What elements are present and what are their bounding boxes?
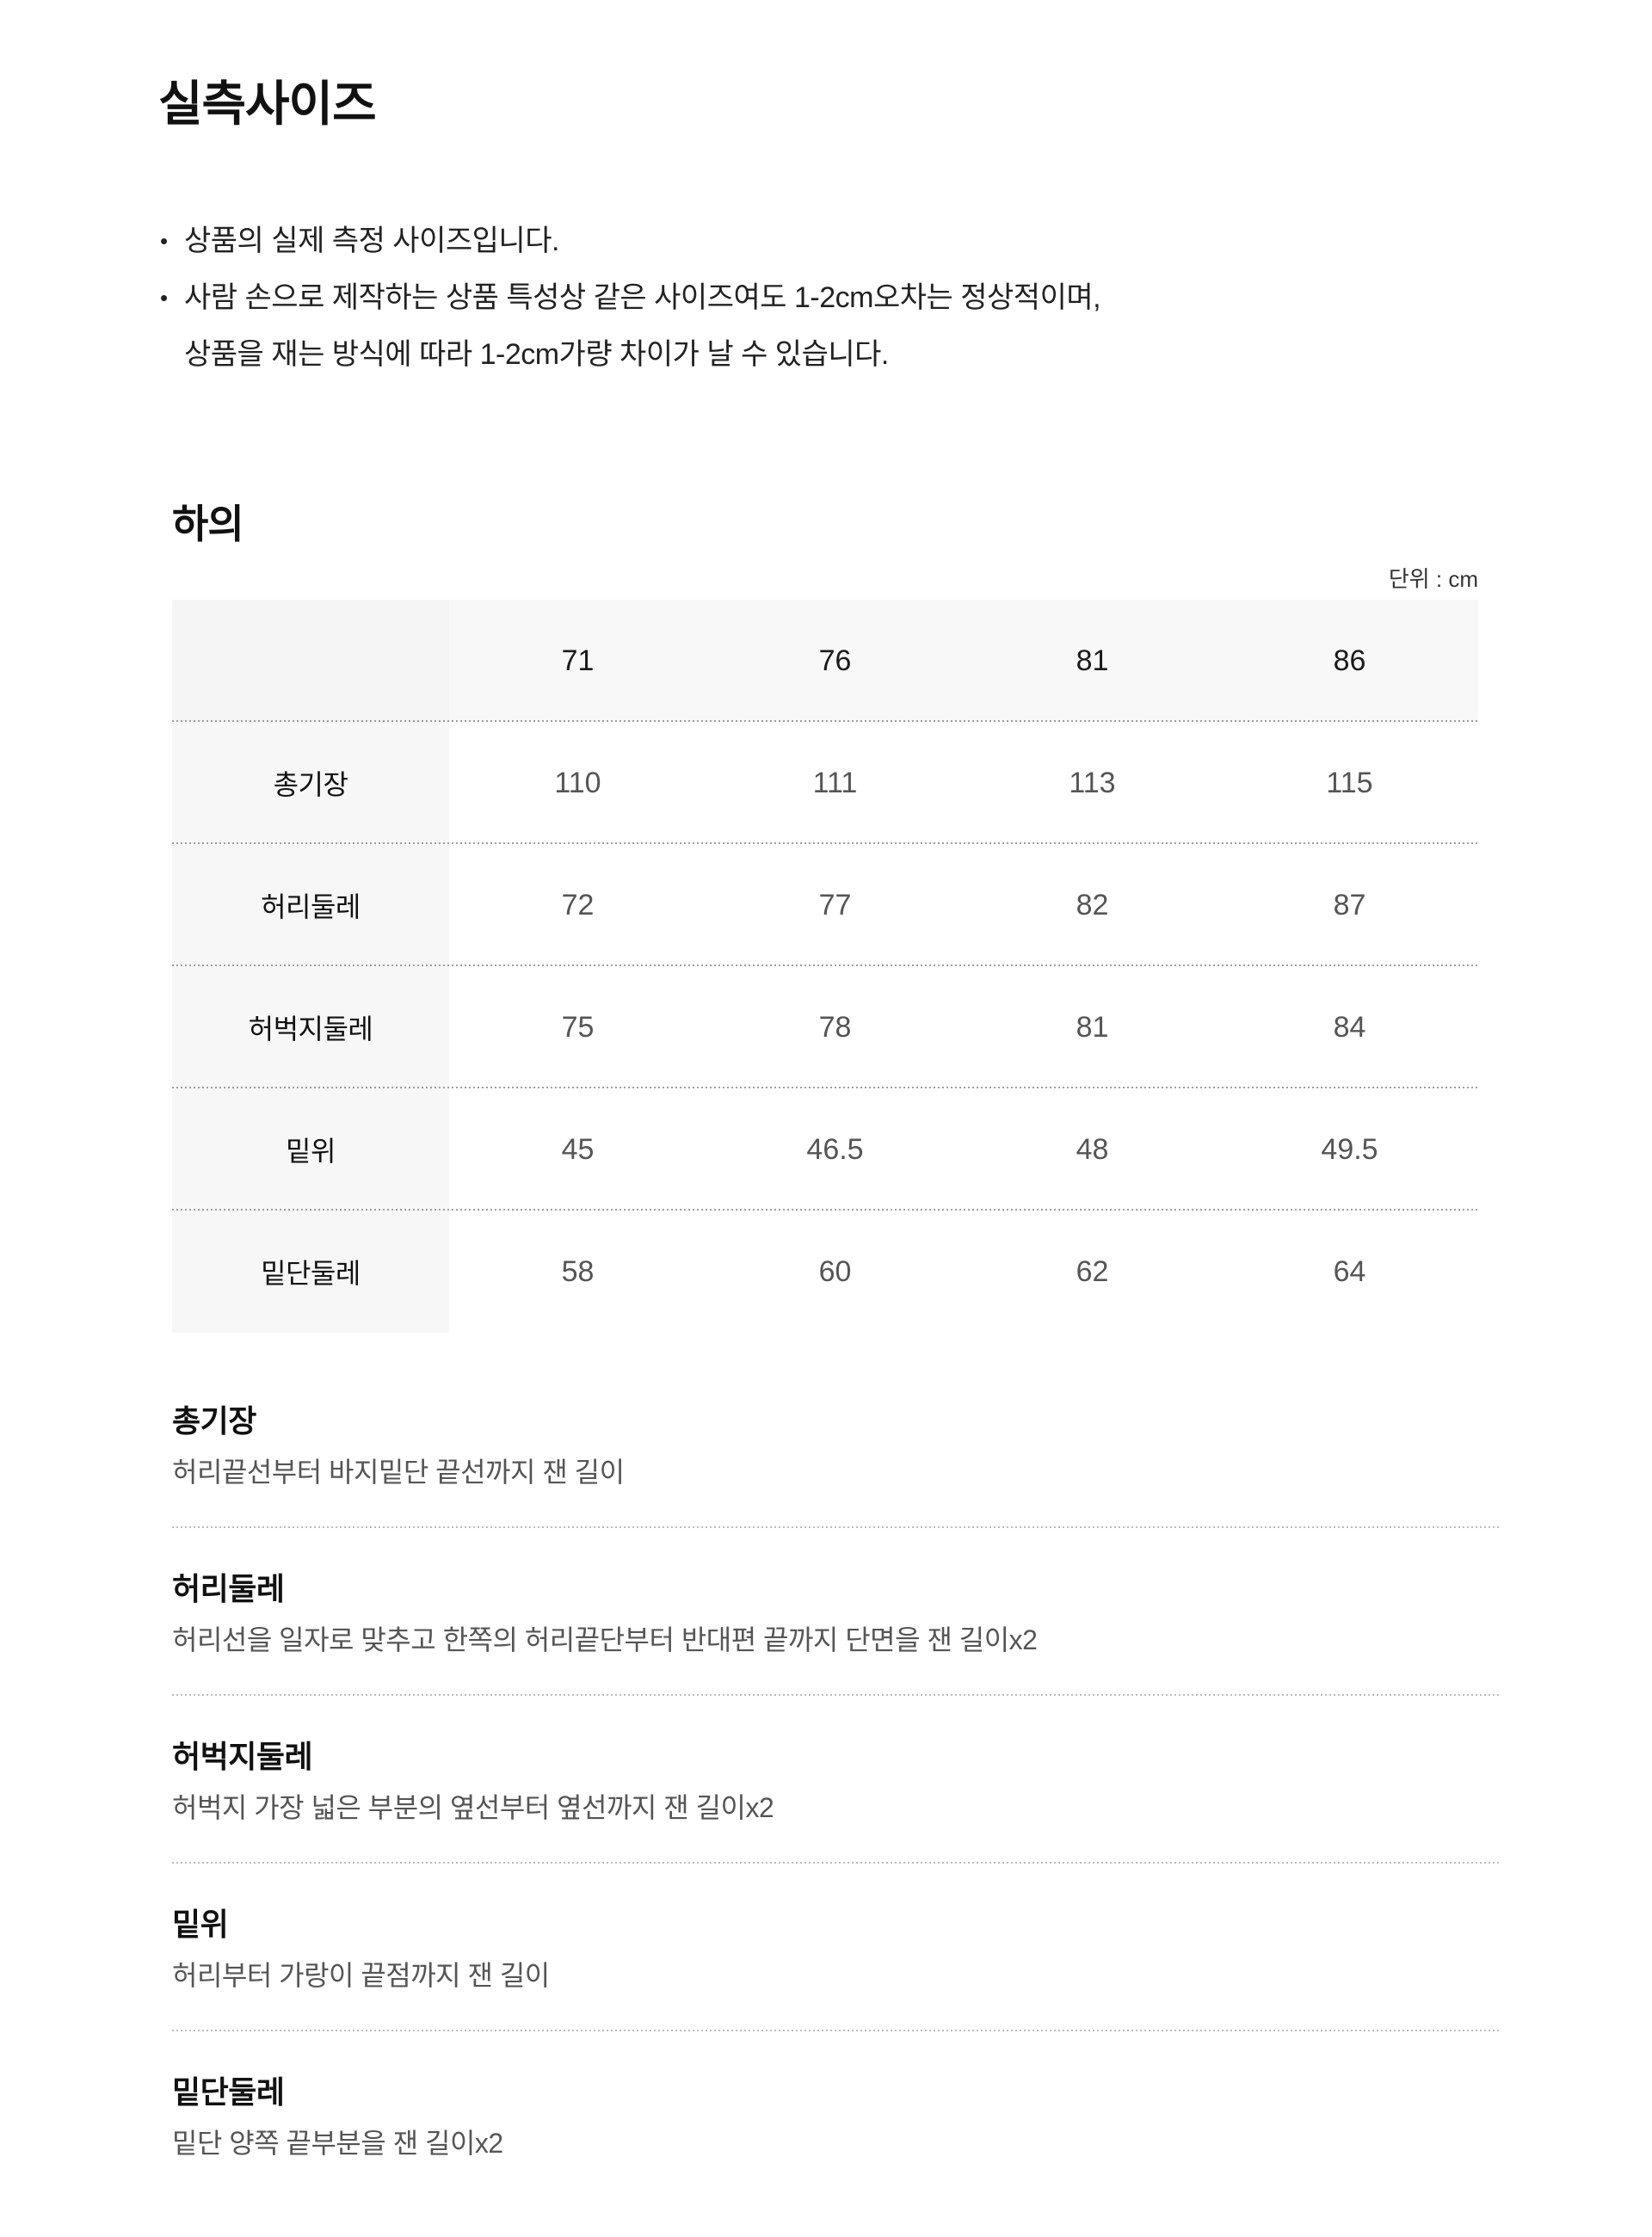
size-value-cell: 75 xyxy=(561,1010,595,1044)
definition-block: 밑위 허리부터 가랑이 끝점까지 잰 길이 xyxy=(172,1903,1501,2031)
size-table-header-row: 71 76 81 86 xyxy=(172,600,1478,722)
table-row: 밑위 45 46.5 48 49.5 xyxy=(172,1088,1478,1211)
definition-term: 밑단둘레 xyxy=(172,2074,285,2110)
column-header-size: 76 xyxy=(818,644,852,677)
size-value-cell: 111 xyxy=(812,766,858,799)
note-line: 사람 손으로 제작하는 상품 특성상 같은 사이즈여도 1-2cm오차는 정상적… xyxy=(184,281,1101,314)
column-header-size: 81 xyxy=(1076,644,1109,677)
definition-block: 허리둘레 허리선을 일자로 맞추고 한쪽의 허리끝단부터 반대편 끝까지 단면을… xyxy=(172,1568,1501,1696)
definition-description: 허리부터 가랑이 끝점까지 잰 길이 xyxy=(172,1960,550,1991)
size-value-cell: 48 xyxy=(1076,1132,1109,1166)
size-value-cell: 46.5 xyxy=(806,1132,864,1166)
note-item: • 상품의 실제 측정 사이즈입니다. xyxy=(160,213,1501,269)
note-item: • 사람 손으로 제작하는 상품 특성상 같은 사이즈여도 1-2cm오차는 정… xyxy=(160,269,1501,383)
definition-term: 총기장 xyxy=(172,1403,256,1439)
table-row: 허벅지둘레 75 78 81 84 xyxy=(172,966,1478,1088)
row-label: 밑단둘레 xyxy=(172,1211,449,1333)
size-value-cell: 82 xyxy=(1076,888,1109,921)
row-label: 밑위 xyxy=(172,1088,449,1211)
unit-label: 단위 : cm xyxy=(1388,566,1478,592)
note-line: 상품을 재는 방식에 따라 1-2cm가량 차이가 날 수 있습니다. xyxy=(184,338,889,371)
size-value-cell: 49.5 xyxy=(1321,1132,1378,1166)
bullet-icon: • xyxy=(160,228,168,254)
column-header-size: 71 xyxy=(561,644,595,677)
size-value-cell: 115 xyxy=(1326,766,1373,799)
size-value-cell: 110 xyxy=(554,766,601,799)
notes-list: • 상품의 실제 측정 사이즈입니다. • 사람 손으로 제작하는 상품 특성상… xyxy=(160,213,1501,383)
size-value-cell: 84 xyxy=(1333,1010,1366,1044)
divider xyxy=(172,1694,1501,1696)
definition-term: 밑위 xyxy=(172,1907,229,1942)
section-heading-bottoms: 하의 xyxy=(172,502,244,546)
row-label: 허리둘레 xyxy=(172,844,449,966)
table-row: 허리둘레 72 77 82 87 xyxy=(172,844,1478,966)
definition-block: 총기장 허리끝선부터 바지밑단 끝선까지 잰 길이 xyxy=(172,1400,1501,1528)
note-line: 상품의 실제 측정 사이즈입니다. xyxy=(184,225,559,257)
size-value-cell: 62 xyxy=(1076,1254,1109,1288)
size-table: 71 76 81 86 총기장 110 111 113 115 허리둘레 72 … xyxy=(172,600,1478,1333)
definition-term: 허벅지둘레 xyxy=(172,1739,313,1774)
size-value-cell: 58 xyxy=(561,1254,595,1288)
size-value-cell: 78 xyxy=(818,1010,852,1044)
size-value-cell: 81 xyxy=(1076,1010,1109,1044)
definition-block: 허벅지둘레 허벅지 가장 넓은 부분의 옆선부터 옆선까지 잰 길이x2 xyxy=(172,1735,1501,1864)
definition-description: 밑단 양쪽 끝부분을 잰 길이x2 xyxy=(172,2128,503,2159)
definition-term: 허리둘레 xyxy=(172,1571,285,1606)
content-column: 실측사이즈 • 상품의 실제 측정 사이즈입니다. • 사람 손으로 제작하는 … xyxy=(158,77,1501,2163)
row-label: 허벅지둘레 xyxy=(172,966,449,1088)
divider xyxy=(172,1862,1501,1864)
size-value-cell: 60 xyxy=(818,1254,852,1288)
size-value-cell: 77 xyxy=(818,888,852,921)
divider xyxy=(172,2030,1501,2031)
definition-description: 허리선을 일자로 맞추고 한쪽의 허리끝단부터 반대편 끝까지 단면을 잰 길이… xyxy=(172,1624,1038,1655)
table-row: 총기장 110 111 113 115 xyxy=(172,722,1478,844)
page-title: 실측사이즈 xyxy=(158,77,377,131)
definition-block: 밑단둘레 밑단 양쪽 끝부분을 잰 길이x2 xyxy=(172,2071,1501,2163)
divider xyxy=(172,1526,1501,1528)
column-header-size: 86 xyxy=(1333,644,1366,677)
size-value-cell: 72 xyxy=(561,888,595,921)
header-corner-cell xyxy=(172,600,449,722)
measurement-definitions: 총기장 허리끝선부터 바지밑단 끝선까지 잰 길이 허리둘레 허리선을 일자로 … xyxy=(172,1400,1501,2163)
size-value-cell: 87 xyxy=(1333,888,1366,921)
bullet-icon: • xyxy=(160,285,168,311)
size-value-cell: 64 xyxy=(1333,1254,1366,1288)
size-value-cell: 113 xyxy=(1069,766,1116,799)
table-row: 밑단둘레 58 60 62 64 xyxy=(172,1211,1478,1333)
definition-description: 허리끝선부터 바지밑단 끝선까지 잰 길이 xyxy=(172,1457,625,1488)
size-value-cell: 45 xyxy=(561,1132,595,1166)
row-label: 총기장 xyxy=(172,722,449,844)
definition-description: 허벅지 가장 넓은 부분의 옆선부터 옆선까지 잰 길이x2 xyxy=(172,1792,774,1823)
